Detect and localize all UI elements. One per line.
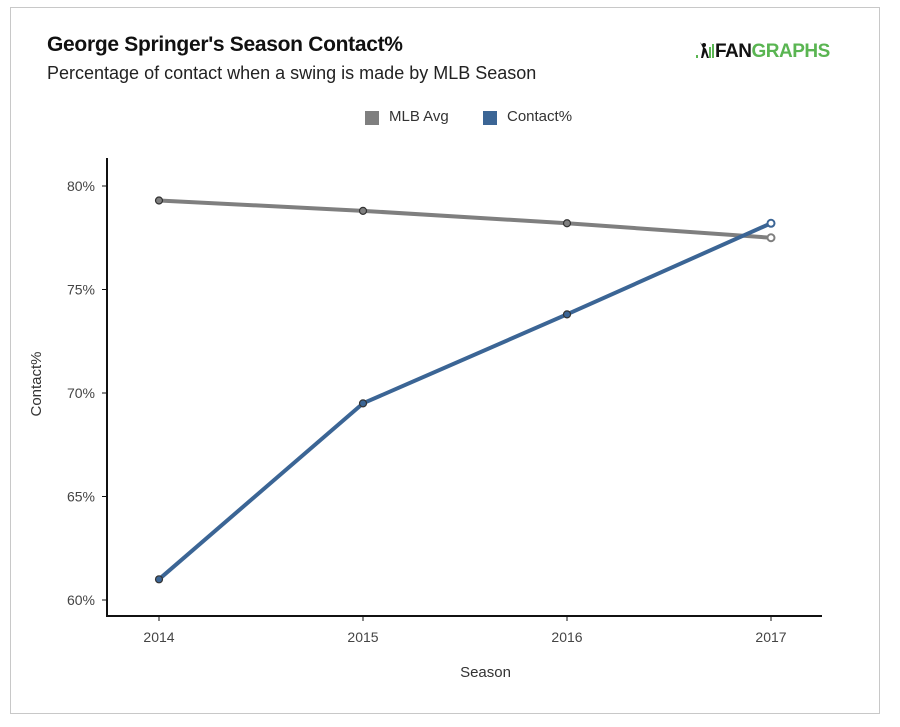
x-tick-label: 2016 — [551, 629, 582, 645]
data-point-contact[interactable] — [358, 399, 368, 408]
series-line-contact — [157, 221, 772, 581]
x-axis: 2014 2015 2016 2017 — [106, 615, 822, 645]
x-tick-label: 2017 — [755, 629, 786, 645]
y-tick-label: 75% — [67, 282, 95, 298]
legend-swatch-mlb-avg — [365, 111, 379, 125]
logo-text-graphs: GRAPHS — [751, 41, 831, 62]
legend-swatch-contact — [483, 111, 497, 125]
data-point-mlb-avg[interactable] — [562, 219, 572, 228]
data-point-contact[interactable] — [766, 218, 776, 228]
chart-subtitle: Percentage of contact when a swing is ma… — [47, 63, 537, 83]
data-point-mlb-avg[interactable] — [766, 233, 776, 243]
fangraphs-logo: FANGRAPHS — [696, 41, 830, 63]
chart-frame — [10, 7, 880, 714]
y-tick-label: 70% — [67, 385, 95, 401]
y-tick-label: 60% — [67, 592, 95, 608]
data-point-contact[interactable] — [562, 310, 572, 319]
x-tick-label: 2015 — [347, 629, 378, 645]
y-axis: 60% 65% 70% 75% 80% — [67, 158, 108, 617]
series-line-mlb-avg — [158, 198, 772, 240]
data-point-mlb-avg[interactable] — [154, 196, 164, 205]
fangraphs-batter-icon — [696, 42, 714, 58]
series-layer — [154, 196, 776, 584]
legend-label-contact: Contact% — [507, 108, 573, 125]
y-tick-label: 80% — [67, 178, 95, 194]
x-tick-label: 2014 — [143, 629, 174, 645]
x-axis-title: Season — [460, 664, 511, 681]
series-mlb-avg — [154, 196, 776, 243]
data-point-mlb-avg[interactable] — [358, 206, 368, 215]
data-point-contact[interactable] — [154, 575, 164, 584]
logo-text-fan: FAN — [715, 41, 752, 62]
y-axis-title: Contact% — [28, 351, 45, 416]
series-contact — [154, 218, 776, 584]
legend-label-mlb-avg: MLB Avg — [389, 108, 449, 125]
chart-title: George Springer's Season Contact% — [47, 33, 403, 56]
y-tick-label: 65% — [67, 489, 95, 505]
